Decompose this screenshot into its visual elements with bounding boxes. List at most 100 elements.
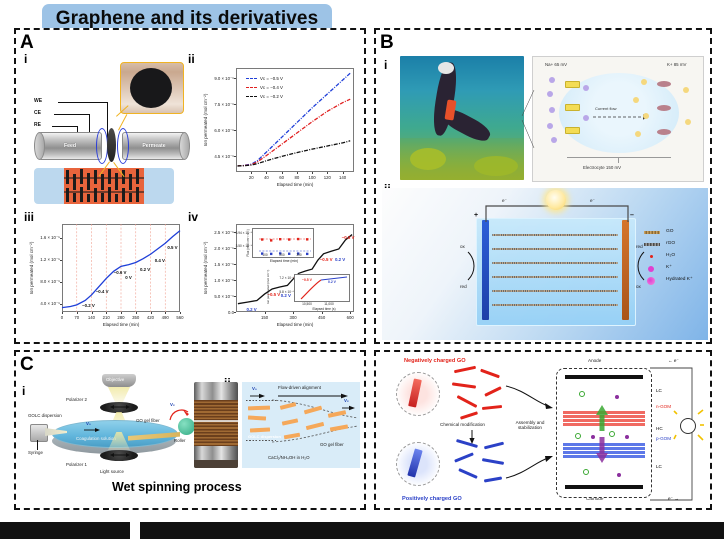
- external-circuit: [650, 367, 693, 501]
- xtick-210: [106, 312, 107, 315]
- na-ion: [549, 77, 555, 83]
- go-gel-fiber-label: GO gel fiber: [136, 418, 160, 423]
- k-channel-3: [657, 129, 671, 135]
- b-ii-battery-diagram: e⁻ e⁻ + – ox red red ox GO rGO H₂O: [382, 188, 708, 340]
- cii-v2-arrow: [342, 405, 355, 411]
- inset-top-xtick-2: 300: [296, 253, 302, 257]
- e-label-left: e⁻: [502, 198, 507, 203]
- ytick-3: [233, 78, 236, 80]
- feed-chamber: Feed: [38, 132, 102, 160]
- electron-label-bottom: e⁻ →: [668, 496, 679, 501]
- annotation-3: 0 V: [125, 274, 132, 280]
- k-channel-1: [657, 81, 671, 87]
- cii-v0-label: V₀: [252, 386, 257, 391]
- syringe-label: Syringe: [28, 450, 43, 455]
- legend-label-hydrated-k: Hydrated K⁺: [666, 277, 693, 282]
- xtick-70: [76, 312, 78, 315]
- xtick-label-60: 60: [279, 175, 285, 180]
- objective-lens: [102, 374, 136, 387]
- legend-line-1: [246, 87, 257, 89]
- inset-bottom-xtick-1: 11,000: [324, 302, 334, 306]
- inset-top-xlabel: Elapsed time (min): [269, 259, 299, 263]
- polarizer-2-label: Polarizer 2: [66, 397, 87, 402]
- layer-label-lc-top: LC: [656, 388, 662, 393]
- yaxis-title-a-ii: Ion permeated (mol cm⁻²): [203, 93, 208, 147]
- cii-solution-label: CaCl₂/NH₄OH in H₂O: [268, 455, 310, 460]
- yaxis-title-a-iv: Ion permeated (mol cm⁻²): [203, 241, 208, 295]
- positive-go-title: Positively charged GO: [402, 496, 462, 502]
- plot-area-a-ii: [236, 68, 354, 172]
- v2-arrow: [169, 409, 189, 421]
- electron-label-top: ← e⁻: [668, 358, 679, 363]
- ytick-label-2: 1.2 × 10⁻⁵: [40, 257, 60, 263]
- ytick-1: [233, 130, 236, 132]
- inset-bottom-ylabel: Ion permeated (mol cm⁻²): [266, 269, 270, 304]
- ox-label-left: ox: [460, 244, 465, 249]
- cathode-label: Cathode: [586, 496, 604, 501]
- o-ring-right: [117, 128, 129, 164]
- ytick-1: [59, 281, 62, 283]
- xtick-label-350: 350: [132, 315, 140, 320]
- red-label-right: red: [636, 244, 643, 249]
- xtick-140: [91, 312, 93, 315]
- red-label-left: red: [460, 284, 467, 289]
- ytick-label-5: 2.5 × 10⁻⁵: [214, 229, 234, 235]
- xtick-label-210: 210: [102, 315, 110, 320]
- cii-v2-label: V₂: [344, 398, 349, 403]
- polarizer-1-label: Polarizer 1: [66, 462, 87, 467]
- membrane-disc: [130, 68, 172, 108]
- layer-label-hc: HC: [656, 426, 663, 431]
- inset-top-box: [252, 228, 314, 258]
- go-membrane-cell: [556, 368, 652, 498]
- xtick-label-100: 100: [308, 175, 316, 180]
- negative-go-title: Negatively charged GO: [404, 358, 466, 364]
- roller: [178, 418, 195, 435]
- legend-swatch-k: [648, 266, 654, 272]
- d-diagram: Negatively charged GO Positively charged…: [380, 356, 710, 508]
- flow-arrow: [278, 393, 348, 399]
- assembly-arrow-bottom: [505, 456, 553, 479]
- polarity-plus: +: [474, 212, 479, 219]
- e-label-right: e⁻: [590, 198, 595, 203]
- xtick-label-300: 300: [289, 315, 297, 320]
- legend-swatch-hydrated-k: [647, 277, 655, 285]
- panel-a-sub-i: i: [24, 52, 28, 66]
- panel-a-letter: A: [20, 32, 34, 53]
- xtick-label-20: 20: [248, 175, 254, 180]
- roller-label: Roller: [174, 438, 186, 443]
- legend-swatch-go: [644, 231, 660, 234]
- na-channel-1: [565, 81, 580, 88]
- xtick-450: [321, 312, 323, 315]
- panel-c: C i ii Objective Polarizer 2 Coagulation…: [14, 350, 366, 510]
- polarity-minus: –: [630, 212, 634, 219]
- plot-svg-a-iv: [237, 234, 353, 305]
- ox-red-arrow-right: [637, 251, 645, 281]
- annotation-6: 0.2 V: [334, 256, 346, 262]
- xtick-label-40: 40: [264, 175, 269, 180]
- ytick-label-3: 9.0 × 10⁻⁶: [214, 76, 234, 81]
- fiber-spool-photo: [194, 382, 238, 468]
- inset-bottom-box: [294, 274, 350, 302]
- panel-a: A i ii iii iv WE CE RE Feed Permeate: [14, 28, 366, 344]
- xtick-120: [327, 172, 329, 175]
- negative-go-zoom: [396, 372, 440, 416]
- coagulation-label: Coagulation solution: [76, 436, 116, 441]
- eel-head: [438, 62, 454, 74]
- we-lead: [58, 102, 108, 104]
- electrode-label-we: WE: [34, 98, 43, 104]
- c-i-wet-spinning: Objective Polarizer 2 Coagulation soluti…: [28, 374, 224, 478]
- plot-svg-a-ii: [237, 72, 351, 167]
- permeate-cap: [179, 132, 190, 160]
- feed-label: Feed: [63, 143, 77, 149]
- ytick-label-0: 4.0 × 10⁻⁶: [40, 301, 60, 307]
- assembly-label: Assembly and stabilization: [515, 420, 545, 430]
- legend-label-k: K⁺: [666, 265, 672, 270]
- na-potential-label: Na+ 65 mV: [545, 62, 568, 67]
- xtick-label-600: 600: [346, 315, 354, 320]
- ytick-3: [59, 237, 62, 239]
- chemical-modification-arrow: [469, 430, 475, 444]
- series-line-0: [237, 234, 353, 305]
- inset-bottom-ytick-1: 5.8 × 10⁻⁶: [279, 290, 294, 294]
- yaxis-title-a-iii: Ion permeated (mol cm⁻²): [29, 241, 34, 295]
